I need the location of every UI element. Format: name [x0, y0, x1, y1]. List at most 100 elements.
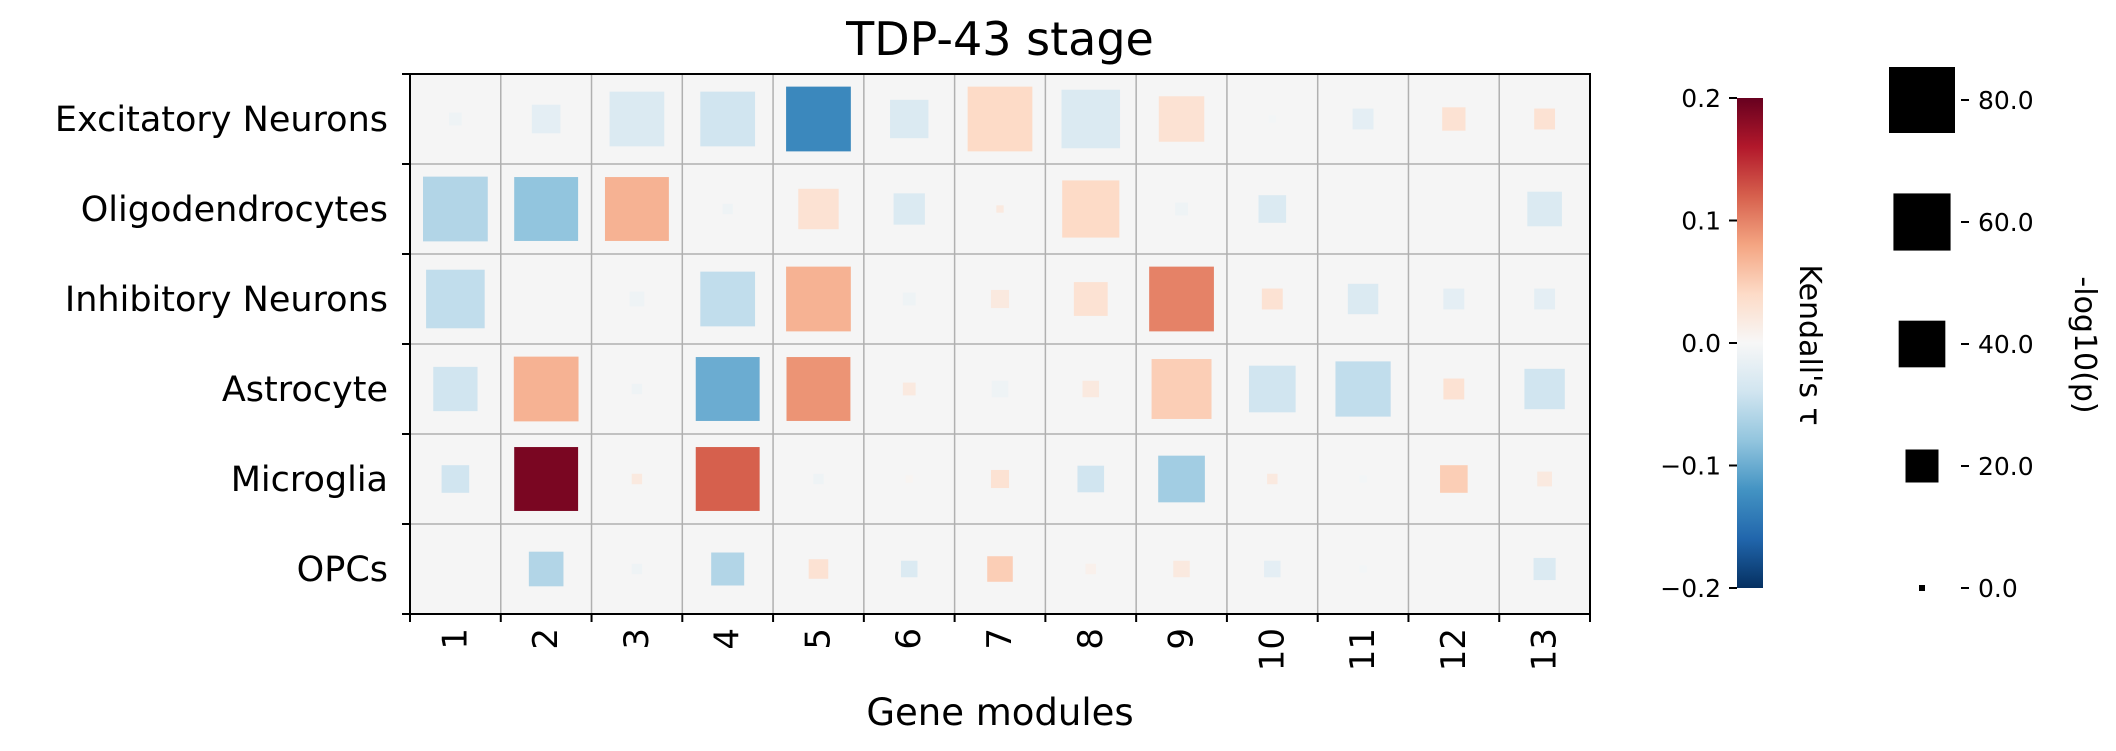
- heatmap-cell: [448, 112, 462, 126]
- heatmap-cell: [905, 475, 913, 483]
- heatmap-cell: [1062, 180, 1120, 238]
- x-tick-label: 4: [708, 628, 748, 650]
- heatmap-cell: [1073, 282, 1108, 316]
- heatmap: 1 2 3 4 5 6 7 8 9 10 11 12 13 Excitatory NeuronsOlig…: [55, 73, 1591, 671]
- y-tick-label: OPCs: [297, 550, 388, 590]
- x-axis-label: Gene modules: [866, 691, 1133, 734]
- x-axis-ticks: 1 2 3 4 5 6 7 8 9 10 11 12 13: [409, 614, 1591, 671]
- heatmap-cell: [441, 465, 470, 493]
- heatmap-cell: [1173, 560, 1190, 578]
- heatmap-cell: [1175, 202, 1188, 216]
- x-tick-label: 3: [617, 628, 657, 650]
- heatmap-cell: [1248, 365, 1296, 413]
- heatmap-cell: [893, 193, 925, 225]
- colorbar-gradient: [1737, 98, 1763, 588]
- size-legend-label: -log10(p): [2067, 276, 2102, 413]
- heatmap-cell: [423, 176, 488, 242]
- size-legend-marker: [1898, 320, 1946, 368]
- heatmap-cell: [1149, 266, 1214, 332]
- heatmap-cell: [987, 556, 1013, 582]
- heatmap-cell: [711, 552, 745, 586]
- heatmap-cell: [1335, 361, 1391, 417]
- heatmap-cell: [990, 469, 1010, 489]
- heatmap-cell: [1440, 465, 1468, 493]
- heatmap-cell: [631, 473, 643, 485]
- heatmap-cell: [514, 177, 579, 241]
- heatmap-cell: [890, 99, 929, 139]
- y-tick-label: Astrocyte: [222, 370, 388, 410]
- heatmap-cell: [514, 447, 579, 511]
- heatmap-cell: [513, 356, 579, 422]
- colorbar-ticks: 0.2 0.1 0.0 −0.1 −0.2: [1660, 84, 1737, 603]
- heatmap-cell: [1061, 89, 1121, 149]
- heatmap-cell: [1261, 288, 1283, 310]
- size-legend: 80.0 60.0 40.0 20.0 0.0 -log10(p): [1889, 67, 2102, 603]
- heatmap-cell: [1151, 359, 1212, 419]
- y-tick-label: Excitatory Neurons: [55, 100, 388, 140]
- grid-lines: [410, 74, 1590, 614]
- x-tick-label: 6: [889, 628, 929, 650]
- size-legend-marker: [1905, 449, 1939, 483]
- heatmap-cell: [609, 91, 665, 147]
- heatmap-cell: [808, 559, 829, 579]
- heatmap-cell: [813, 473, 824, 485]
- heatmap-cell: [1442, 107, 1466, 131]
- heatmap-cell: [1534, 108, 1556, 130]
- heatmap-cell: [1443, 288, 1465, 310]
- x-tick-label: 8: [1071, 628, 1111, 650]
- colorbar-tick-label: −0.2: [1660, 574, 1721, 603]
- size-legend-marker: [1893, 193, 1951, 251]
- colorbar: 0.2 0.1 0.0 −0.1 −0.2 Kendall's τ: [1660, 84, 1827, 603]
- heatmap-cells: [423, 86, 1565, 587]
- x-tick-label: 7: [980, 628, 1020, 650]
- y-tick-label: Oligodendrocytes: [81, 190, 388, 230]
- heatmap-cell: [798, 188, 839, 230]
- heatmap-cell: [1158, 455, 1205, 503]
- heatmap-cell: [1268, 115, 1276, 123]
- size-legend-value: 40.0: [1978, 330, 2034, 359]
- size-legend-marker: [1889, 67, 1955, 133]
- heatmap-cell: [1537, 471, 1552, 487]
- heatmap-cell: [786, 86, 851, 152]
- heatmap-cell: [786, 266, 851, 332]
- colorbar-tick-label: 0.2: [1681, 84, 1721, 113]
- heatmap-cell: [1534, 288, 1556, 310]
- heatmap-cell: [700, 91, 756, 147]
- x-tick-label: 2: [526, 628, 566, 650]
- colorbar-tick-label: 0.0: [1681, 329, 1721, 358]
- heatmap-cell: [631, 563, 643, 575]
- x-tick-label: 13: [1525, 628, 1565, 671]
- heatmap-cell: [1085, 563, 1096, 575]
- heatmap-cell: [433, 366, 478, 412]
- heatmap-cell: [1443, 378, 1465, 400]
- heatmap-cell: [531, 104, 561, 134]
- heatmap-cell: [528, 551, 564, 587]
- heatmap-cell: [1158, 96, 1205, 142]
- heatmap-cell: [426, 269, 485, 329]
- x-tick-label: 12: [1434, 628, 1474, 671]
- heatmap-cell: [1352, 108, 1374, 130]
- heatmap-cell: [1533, 557, 1556, 581]
- y-tick-label: Inhibitory Neurons: [65, 280, 388, 320]
- heatmap-cell: [1077, 465, 1105, 493]
- colorbar-tick-label: −0.1: [1660, 452, 1721, 481]
- y-tick-label: Microglia: [231, 460, 388, 500]
- heatmap-cell: [1347, 283, 1379, 315]
- heatmap-cell: [700, 271, 756, 327]
- heatmap-cell: [991, 380, 1009, 398]
- size-legend-value: 80.0: [1978, 86, 2034, 115]
- x-tick-label: 9: [1162, 628, 1202, 650]
- heatmap-cell: [604, 177, 669, 241]
- size-legend-value: 20.0: [1978, 452, 2034, 481]
- heatmap-cell: [900, 560, 918, 578]
- size-legend-value: 0.0: [1978, 574, 2018, 603]
- size-legend-items: 80.0 60.0 40.0 20.0 0.0: [1889, 67, 2034, 603]
- colorbar-tick-label: 0.1: [1681, 207, 1721, 236]
- heatmap-cell: [990, 289, 1010, 309]
- heatmap-cell: [786, 357, 851, 421]
- heatmap-cell: [1082, 380, 1100, 398]
- x-tick-label: 11: [1343, 628, 1383, 671]
- y-axis-ticks: Excitatory Neurons Oligodendrocytes Inhibi…: [55, 73, 410, 615]
- size-legend-value: 60.0: [1978, 208, 2034, 237]
